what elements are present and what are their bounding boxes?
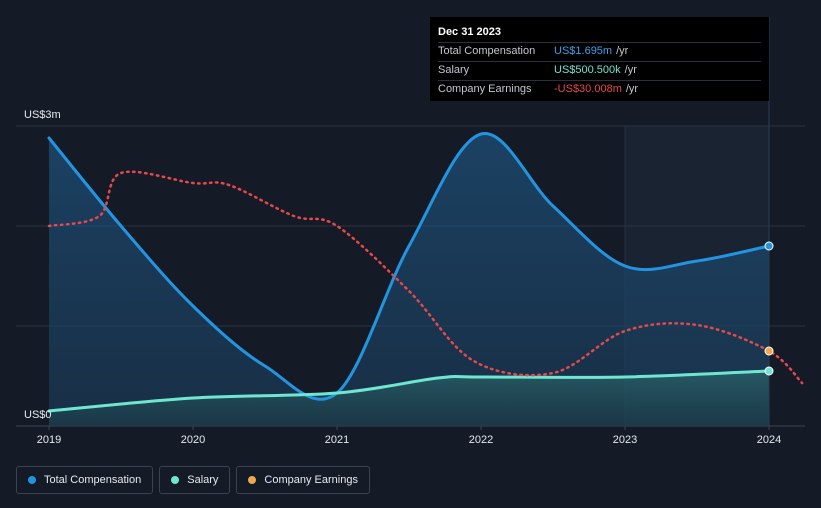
legend-company-earnings[interactable]: Company Earnings — [236, 466, 370, 494]
tooltip-label: Salary — [438, 64, 470, 76]
chart-legend: Total Compensation Salary Company Earnin… — [16, 466, 370, 494]
tooltip-date: Dec 31 2023 — [438, 26, 501, 38]
salary-area — [49, 371, 769, 426]
total-compensation-line — [47, 132, 771, 401]
legend-label: Salary — [187, 474, 219, 486]
salary-marker — [764, 366, 774, 376]
legend-label: Total Compensation — [44, 474, 142, 486]
tooltip-value: US$500.500k — [554, 64, 621, 76]
legend-salary[interactable]: Salary — [159, 466, 231, 494]
total-compensation-marker — [764, 241, 774, 251]
salary-line — [47, 369, 771, 413]
company-earnings-marker — [764, 346, 774, 356]
series-lines — [47, 132, 804, 413]
tooltip-unit: /yr — [624, 64, 637, 76]
y-tick-label: US$0 — [24, 409, 52, 421]
legend-dot-icon — [248, 476, 257, 484]
company-earnings-line — [47, 170, 804, 385]
x-tick-label: 2021 — [325, 434, 349, 446]
x-tick-label: 2019 — [37, 434, 61, 446]
tooltip-value: -US$30.008m — [554, 83, 622, 95]
tooltip-row-total: Total Compensation US$1.695m /yr — [438, 42, 761, 61]
x-tick-label: 2020 — [181, 434, 205, 446]
y-axis-ticks: US$0 US$3m — [24, 109, 61, 421]
x-tick-label: 2022 — [469, 434, 493, 446]
x-axis-ticks: 2019 2020 2021 2022 2023 2024 — [37, 426, 781, 446]
legend-total-compensation[interactable]: Total Compensation — [16, 466, 154, 494]
data-tooltip: Dec 31 2023 Total Compensation US$1.695m… — [430, 17, 769, 101]
legend-dot-icon — [28, 476, 36, 484]
series-markers — [764, 241, 774, 376]
legend-label: Company Earnings — [264, 474, 358, 486]
x-tick-label: 2024 — [757, 434, 781, 446]
tooltip-unit: /yr — [625, 83, 639, 95]
y-tick-label: US$3m — [24, 109, 61, 121]
tooltip-row-salary: Salary US$500.500k /yr — [438, 61, 761, 80]
legend-dot-icon — [171, 476, 180, 484]
tooltip-row-earnings: Company Earnings -US$30.008m /yr — [438, 80, 761, 99]
x-tick-label: 2023 — [613, 434, 637, 446]
tooltip-label: Total Compensation — [438, 45, 536, 57]
tooltip-value: US$1.695m — [554, 45, 613, 57]
tooltip-label: Company Earnings — [438, 83, 532, 95]
tooltip-unit: /yr — [616, 45, 629, 57]
